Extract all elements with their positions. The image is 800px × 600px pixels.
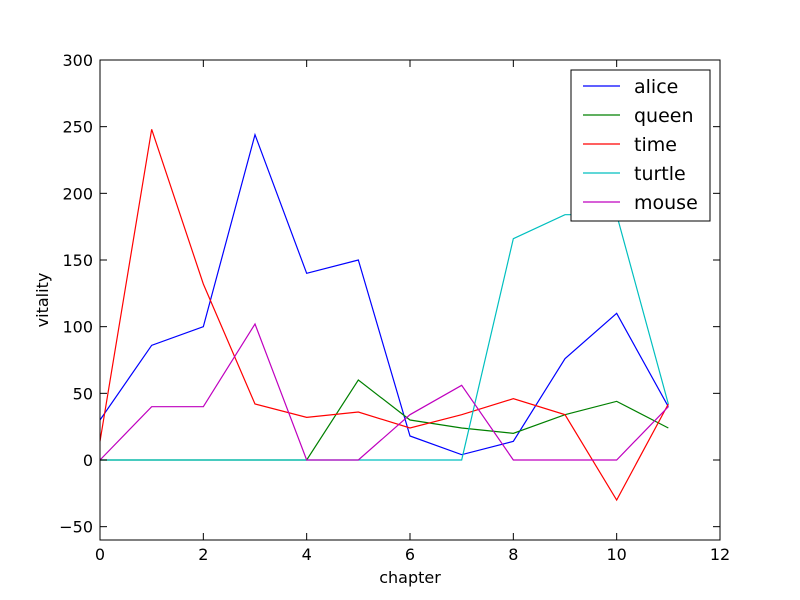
- legend: alice queen time turtle mouse: [570, 69, 711, 222]
- legend-label-alice: alice: [634, 76, 678, 98]
- y-tick-label: 200: [62, 184, 93, 203]
- series-line-turtle: [100, 214, 669, 461]
- legend-label-mouse: mouse: [634, 192, 698, 214]
- y-tick-label: 0: [83, 451, 93, 470]
- x-tick-label: 10: [606, 545, 626, 564]
- legend-label-time: time: [634, 134, 677, 156]
- x-tick-label: 8: [508, 545, 518, 564]
- series-line-alice: [99, 132, 669, 456]
- x-tick-label: 2: [198, 545, 208, 564]
- y-tick-label: 100: [62, 318, 93, 337]
- series-line-mouse: [99, 322, 669, 461]
- y-tick-label: 250: [62, 118, 93, 137]
- legend-box: [570, 69, 711, 222]
- y-tick-label: 50: [73, 384, 93, 403]
- x-tick-label: 12: [710, 545, 730, 564]
- series-line-time: [99, 129, 669, 502]
- y-tick-label: 300: [62, 51, 93, 70]
- legend-label-queen: queen: [634, 105, 694, 127]
- x-axis-label: chapter: [379, 568, 441, 587]
- x-tick-label: 6: [405, 545, 415, 564]
- legend-label-turtle: turtle: [634, 163, 686, 185]
- x-tick-label: 0: [95, 545, 105, 564]
- y-tick-label: 150: [62, 251, 93, 270]
- x-tick-label: 4: [302, 545, 312, 564]
- y-tick-label: −50: [59, 518, 93, 537]
- y-axis-label: vitality: [33, 273, 52, 328]
